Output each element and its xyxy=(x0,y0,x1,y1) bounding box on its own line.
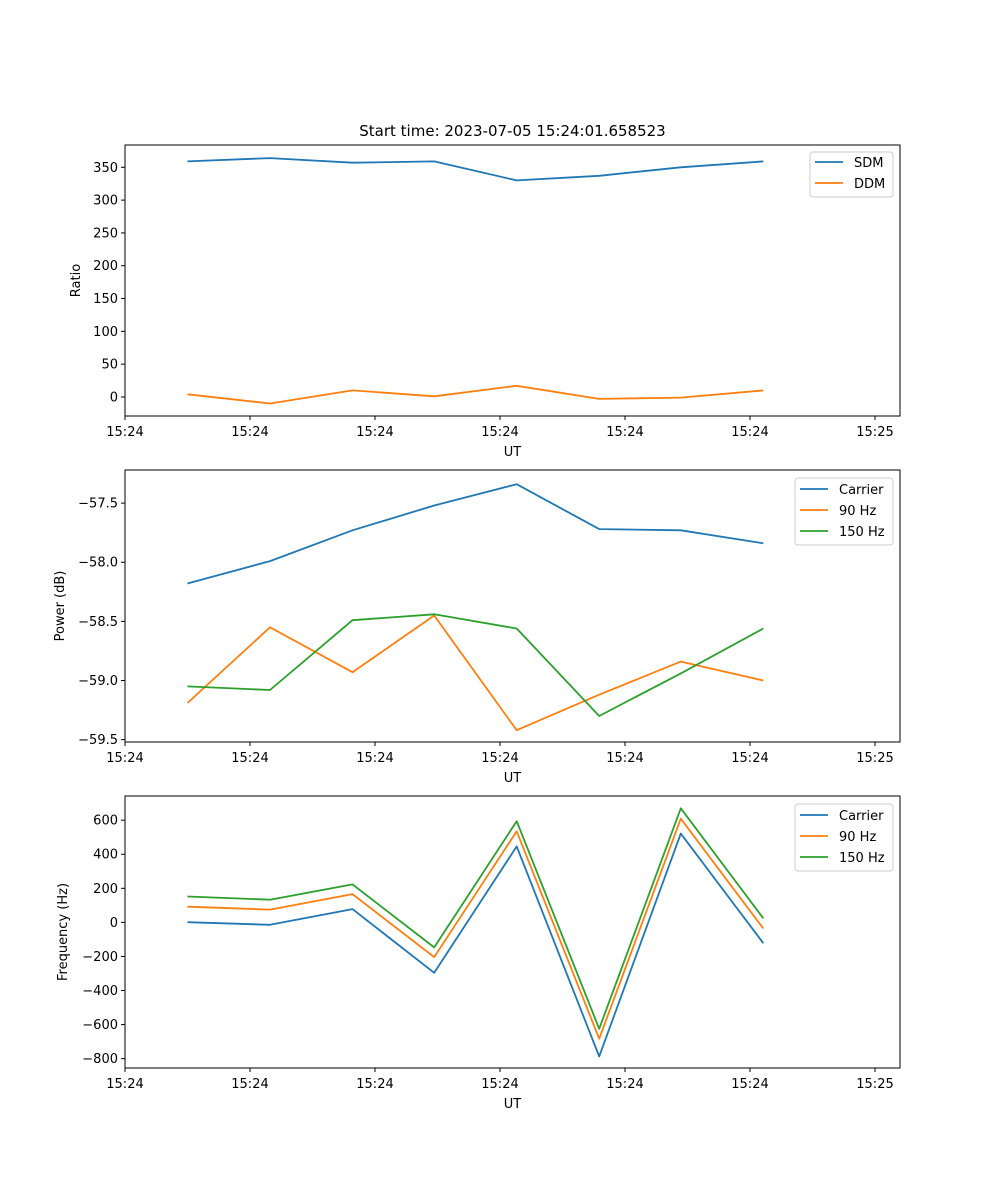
y-tick-label: 0 xyxy=(110,390,118,405)
x-tick-label: 15:24 xyxy=(731,751,768,766)
x-tick-label: 15:25 xyxy=(856,425,893,440)
x-tick-label: 15:24 xyxy=(606,751,643,766)
series-line-150hz xyxy=(187,613,764,717)
legend-label-ddm: DDM xyxy=(854,177,885,192)
series-line-90hz xyxy=(187,817,765,1040)
ratio-y-axis-label: Ratio xyxy=(69,264,84,297)
y-tick-label: −58.5 xyxy=(78,615,118,630)
x-tick-label: 15:24 xyxy=(106,425,143,440)
y-tick-label: 100 xyxy=(93,325,118,340)
y-tick-label: −57.5 xyxy=(78,497,118,512)
chart-title: Start time: 2023-07-05 15:24:01.658523 xyxy=(359,122,665,140)
y-tick-label: 200 xyxy=(93,882,118,897)
y-tick-label: 200 xyxy=(93,259,118,274)
x-tick-label: 15:24 xyxy=(481,751,518,766)
x-tick-label: 15:24 xyxy=(606,1077,643,1092)
ratio-x-axis-label: UT xyxy=(504,445,522,460)
ratio-legend: SDM DDM xyxy=(809,151,894,198)
x-tick-label: 15:25 xyxy=(856,751,893,766)
frequency-x-axis-label: UT xyxy=(504,1097,522,1112)
legend-label-150hz: 150 Hz xyxy=(839,851,885,866)
y-tick-label: −400 xyxy=(82,984,118,999)
x-tick-label: 15:24 xyxy=(356,1077,393,1092)
frequency-y-axis-label: Frequency (Hz) xyxy=(56,883,71,981)
legend-label-90hz: 90 Hz xyxy=(839,504,876,519)
frequency-legend: Carrier 90 Hz 150 Hz xyxy=(794,803,894,872)
x-tick-label: 15:24 xyxy=(231,1077,268,1092)
power-y-axis-label: Power (dB) xyxy=(53,571,68,642)
y-tick-label: −800 xyxy=(82,1052,118,1067)
y-tick-label: −59.5 xyxy=(78,733,118,748)
x-tick-label: 15:24 xyxy=(106,751,143,766)
power-plot-area xyxy=(124,469,901,743)
series-line-carrier xyxy=(187,483,764,585)
ratio-panel: Start time: 2023-07-05 15:24:01.658523 0… xyxy=(69,122,901,460)
y-tick-label: 50 xyxy=(101,358,118,373)
x-tick-label: 15:24 xyxy=(606,425,643,440)
y-tick-label: 400 xyxy=(93,848,118,863)
series-line-150hz xyxy=(187,807,765,1030)
power-legend: Carrier 90 Hz 150 Hz xyxy=(794,477,894,546)
y-tick-label: −58.0 xyxy=(78,556,118,571)
x-tick-label: 15:25 xyxy=(856,1077,893,1092)
y-tick-label: 350 xyxy=(93,161,118,176)
y-tick-label: −200 xyxy=(82,950,118,965)
series-line-90hz xyxy=(186,614,764,732)
legend-box xyxy=(794,803,894,872)
legend-box xyxy=(809,151,894,198)
x-tick-label: 15:24 xyxy=(356,425,393,440)
x-tick-label: 15:24 xyxy=(481,1077,518,1092)
y-tick-label: 300 xyxy=(93,194,118,209)
y-tick-label: 250 xyxy=(93,226,118,241)
y-tick-label: 150 xyxy=(93,292,118,307)
series-line-sdm xyxy=(187,157,764,182)
x-tick-label: 15:24 xyxy=(731,1077,768,1092)
legend-label-carrier: Carrier xyxy=(839,809,884,824)
power-panel: −57.5 −58.0 −58.5 −59.0 −59.5 15:24 15:24 15:2… xyxy=(53,469,901,786)
y-tick-label: 0 xyxy=(110,916,118,931)
x-tick-label: 15:24 xyxy=(731,425,768,440)
y-tick-label: 600 xyxy=(93,814,118,829)
x-tick-label: 15:24 xyxy=(356,751,393,766)
legend-label-sdm: SDM xyxy=(854,156,883,171)
frequency-panel: 600 400 200 0 −200 −400 −600 −800 15:24 15:24 15:… xyxy=(56,795,901,1112)
power-x-axis-label: UT xyxy=(504,771,522,786)
frequency-plot-area xyxy=(124,795,901,1069)
x-tick-label: 15:24 xyxy=(106,1077,143,1092)
series-line-carrier xyxy=(187,832,765,1058)
series-line-ddm xyxy=(187,384,764,405)
y-tick-label: −600 xyxy=(82,1018,118,1033)
x-tick-label: 15:24 xyxy=(481,425,518,440)
ratio-plot-area xyxy=(124,144,901,417)
legend-label-carrier: Carrier xyxy=(839,483,884,498)
y-tick-label: −59.0 xyxy=(78,674,118,689)
x-tick-label: 15:24 xyxy=(231,751,268,766)
x-tick-label: 15:24 xyxy=(231,425,268,440)
legend-label-150hz: 150 Hz xyxy=(839,525,885,540)
legend-box xyxy=(794,477,894,546)
legend-label-90hz: 90 Hz xyxy=(839,830,876,845)
